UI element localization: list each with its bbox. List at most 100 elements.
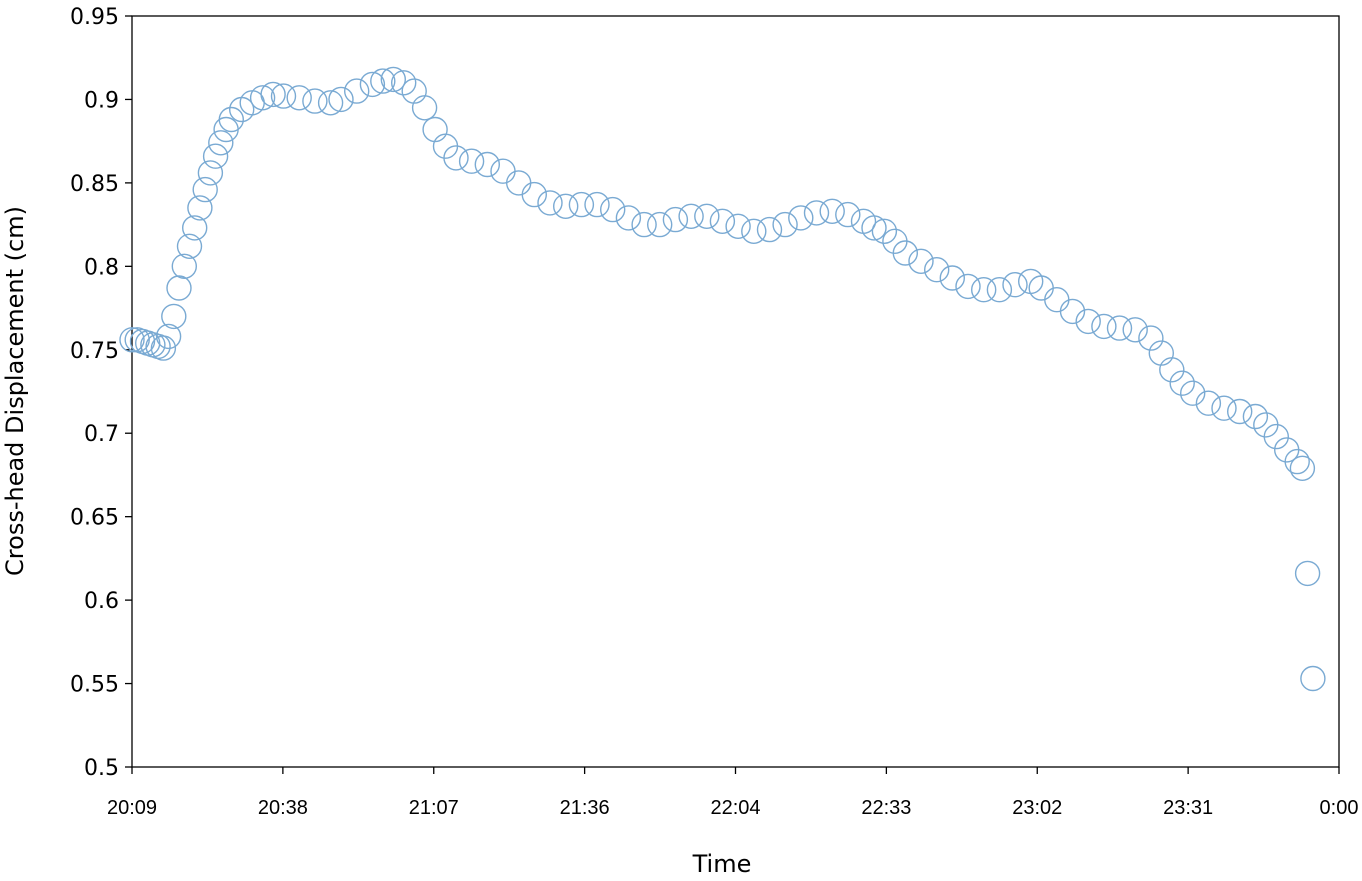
y-axis-ticks: 0.5 0.55 0.6 0.65 0.7 0.75 0.8 0.85 0.9 0.95 [70,5,132,781]
data-point [1211,395,1237,421]
data-point [218,106,245,133]
data-point [208,130,234,156]
data-point [411,95,438,121]
data-series [119,66,1326,692]
data-point [370,68,396,94]
y-tick-label: 0.6 [84,589,119,614]
data-point [553,193,579,220]
data-point [344,78,370,104]
plot-frame [131,15,1340,768]
data-point [756,216,783,243]
data-point [171,253,198,279]
data-point [161,303,187,330]
data-point [908,248,934,274]
data-point [1002,272,1028,298]
x-tick-label: 21:36 [560,797,610,819]
data-point [615,205,642,231]
data-point [600,196,626,223]
x-tick-label: 22:04 [710,797,760,819]
data-point [1289,455,1316,481]
data-point [678,203,704,230]
data-point [924,257,950,283]
y-axis-title: Cross-head Displacement (cm) [1,206,29,576]
data-point [1242,403,1269,430]
x-tick-label: 23:02 [1012,797,1062,819]
data-point [1226,398,1253,425]
x-tick-label: 20:38 [258,797,308,819]
data-point [647,211,673,238]
data-point [166,275,192,301]
data-point [939,265,965,291]
data-point [1059,298,1086,325]
y-tick-label: 0.8 [84,255,119,280]
data-point [1044,287,1070,313]
data-point [871,218,898,245]
data-point [584,191,610,218]
data-point [1294,560,1321,587]
data-point [458,148,485,174]
data-point [317,90,344,116]
data-point [359,71,386,98]
data-point [955,273,981,300]
data-point [187,195,213,221]
data-point [270,83,297,109]
y-tick-label: 0.55 [70,673,119,698]
data-point [249,85,276,111]
data-point [568,191,595,218]
y-tick-label: 0.5 [84,756,119,781]
data-point [260,81,286,108]
y-tick-label: 0.75 [70,339,119,364]
data-point [155,323,182,350]
x-tick-label: 22:33 [861,797,911,819]
data-point [1179,380,1206,406]
x-axis-title: Time [692,850,752,878]
data-point [986,277,1013,303]
data-point [401,78,427,104]
y-tick-label: 0.9 [84,88,119,113]
data-point [892,240,918,266]
data-point [741,218,767,245]
y-tick-label: 0.7 [84,422,119,447]
data-point [788,205,814,231]
data-point [302,88,328,114]
data-point [380,66,406,93]
data-point [971,277,997,303]
data-point [694,203,720,230]
data-point [521,181,547,208]
data-point [1159,357,1185,383]
data-point [1091,313,1117,340]
data-point [119,327,145,353]
y-tick-label: 0.85 [70,172,119,197]
data-point [286,85,312,111]
x-axis-ticks: 20:09 20:38 21:07 21:36 22:04 22:33 23:02 23:31… [107,767,1359,819]
data-point [1106,315,1133,341]
x-tick-label: 23:31 [1163,797,1213,819]
data-point [772,211,798,238]
y-tick-label: 0.65 [70,506,119,531]
data-point [1263,423,1290,450]
data-point [1284,448,1310,475]
data-point [819,198,845,225]
data-point [662,206,689,233]
data-point [631,211,657,238]
data-point [709,208,736,235]
data-point [474,151,500,178]
x-tick-label: 0:00 [1320,797,1359,819]
data-point [537,190,563,216]
data-point [1122,317,1148,343]
x-tick-label: 20:09 [107,797,157,819]
data-point [213,116,239,143]
data-point [803,200,830,226]
data-point [490,158,516,184]
data-point [725,213,751,240]
data-point [391,70,417,96]
data-point [176,233,203,260]
data-point [835,201,861,228]
data-point [1195,390,1222,416]
data-point [861,215,887,241]
data-point [192,176,218,203]
data-point [1169,370,1195,396]
data-point [197,160,224,186]
data-point [328,86,354,113]
